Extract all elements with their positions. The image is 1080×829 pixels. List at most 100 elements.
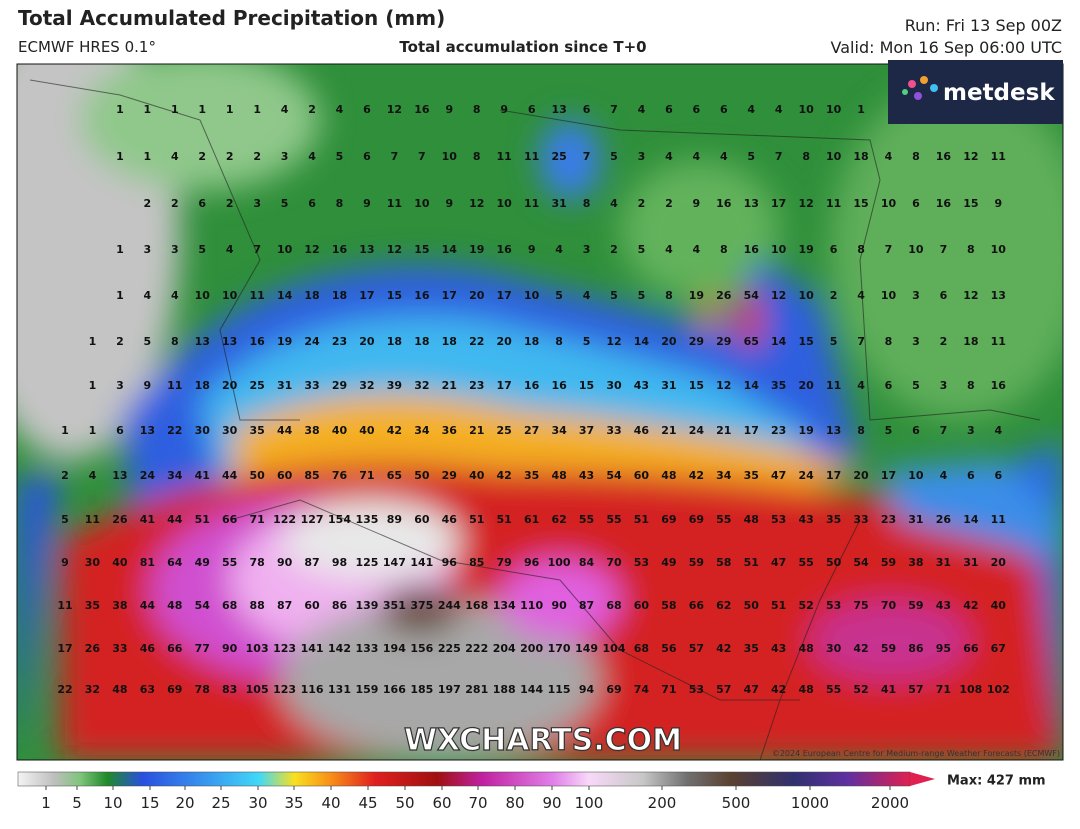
grid-value: 49 [661,556,676,569]
colorbar-label: 70 [468,794,487,812]
grid-value: 26 [936,513,952,526]
grid-value: 95 [936,642,951,655]
grid-value: 168 [465,599,488,612]
grid-value: 7 [418,150,426,163]
grid-value: 13 [112,469,127,482]
grid-value: 55 [826,683,841,696]
grid-value: 14 [771,335,787,348]
grid-value: 20 [497,335,513,348]
grid-value: 74 [634,683,650,696]
grid-value: 11 [826,379,841,392]
grid-value: 4 [89,469,97,482]
grid-value: 4 [940,469,948,482]
grid-value: 53 [826,599,841,612]
grid-value: 26 [716,289,732,302]
grid-value: 50 [414,469,430,482]
grid-value: 33 [304,379,319,392]
grid-value: 8 [583,197,591,210]
grid-value: 39 [387,379,402,392]
grid-value: 57 [908,683,923,696]
grid-value: 7 [610,103,618,116]
grid-value: 10 [524,289,540,302]
grid-value: 5 [638,243,646,256]
grid-value: 4 [610,197,618,210]
grid-value: 54 [606,469,622,482]
grid-value: 5 [912,379,920,392]
grid-value: 40 [469,469,485,482]
grid-value: 14 [442,243,458,256]
grid-value: 16 [414,289,430,302]
grid-value: 4 [336,103,344,116]
grid-value: 6 [308,197,316,210]
grid-value: 135 [355,513,378,526]
grid-value: 66 [963,642,979,655]
grid-value: 57 [716,683,731,696]
grid-value: 77 [195,642,210,655]
grid-value: 76 [332,469,348,482]
grid-value: 31 [936,556,951,569]
logo-box [888,60,1063,124]
grid-value: 51 [744,556,759,569]
grid-value: 2 [253,150,261,163]
grid-value: 204 [493,642,516,655]
grid-value: 15 [689,379,704,392]
grid-value: 35 [85,599,100,612]
grid-value: 70 [606,556,622,569]
grid-value: 9 [994,197,1002,210]
grid-value: 102 [987,683,1010,696]
logo-icon [902,76,938,100]
grid-value: 12 [606,335,621,348]
grid-value: 4 [857,289,865,302]
grid-value: 40 [332,424,348,437]
grid-value: 3 [638,150,646,163]
grid-value: 42 [689,469,704,482]
grid-value: 78 [195,683,210,696]
grid-value: 33 [606,424,621,437]
grid-value: 24 [304,335,320,348]
grid-value: 21 [716,424,731,437]
grid-value: 125 [355,556,378,569]
colorbar-label: 500 [722,794,751,812]
grid-value: 44 [167,513,183,526]
grid-value: 33 [853,513,868,526]
grid-value: 22 [57,683,72,696]
grid-value: 29 [332,379,347,392]
grid-value: 14 [963,513,979,526]
grid-value: 5 [610,150,618,163]
colorbar-label: 2000 [871,794,909,812]
grid-value: 6 [912,197,920,210]
grid-value: 18 [304,289,319,302]
colorbar-label: 200 [648,794,677,812]
grid-value: 2 [830,289,838,302]
grid-value: 21 [442,379,457,392]
grid-value: 25 [551,150,566,163]
grid-value: 1 [144,103,152,116]
grid-value: 18 [414,335,429,348]
watermark: WXCHARTS.COM [404,723,682,758]
grid-value: 59 [881,642,896,655]
colorbar-label: 100 [575,794,604,812]
grid-value: 7 [857,335,865,348]
grid-value: 10 [881,289,897,302]
grid-value: 4 [555,243,563,256]
grid-value: 58 [661,599,676,612]
grid-value: 43 [771,642,786,655]
grid-value: 3 [940,379,948,392]
grid-value: 12 [304,243,319,256]
grid-value: 30 [606,379,622,392]
grid-value: 6 [885,379,893,392]
grid-value: 9 [61,556,69,569]
grid-value: 5 [144,335,152,348]
grid-value: 15 [579,379,594,392]
grid-value: 9 [693,197,701,210]
grid-value: 4 [171,150,179,163]
grid-value: 105 [246,683,269,696]
grid-value: 156 [410,642,433,655]
grid-value: 6 [967,469,975,482]
grid-value: 2 [61,469,69,482]
grid-value: 10 [798,103,814,116]
grid-value: 14 [634,335,650,348]
colorbar-label: 80 [505,794,524,812]
grid-value: 19 [798,424,813,437]
